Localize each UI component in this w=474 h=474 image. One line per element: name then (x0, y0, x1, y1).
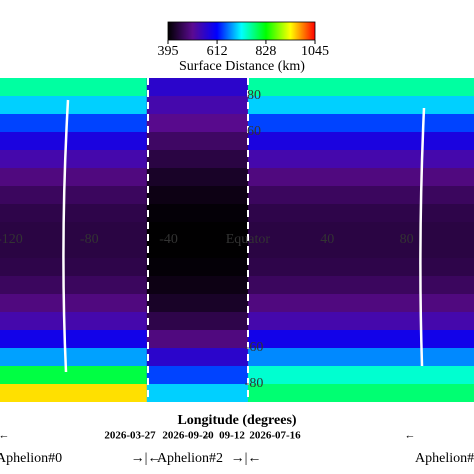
ground-track (419, 107, 426, 367)
heat-cell (0, 132, 148, 151)
heat-cell (247, 384, 474, 402)
annotation: →|← (231, 451, 262, 466)
heat-cell (0, 114, 148, 133)
x-tick-label: Equator (226, 232, 271, 247)
heat-cell (146, 276, 249, 295)
heat-cell (146, 114, 249, 133)
heat-cell (247, 330, 474, 349)
heat-cell (146, 330, 249, 349)
heat-cell (247, 240, 474, 259)
heat-cell (0, 150, 148, 169)
heat-cell (0, 366, 148, 385)
colorbar-label: Surface Distance (km) (179, 59, 305, 74)
heat-cell (0, 294, 148, 313)
heat-cell (247, 132, 474, 151)
x-tick-label: -120 (0, 232, 23, 247)
annotation: Aphelion#1 (415, 451, 474, 466)
x-tick-label: 80 (400, 232, 414, 247)
heat-cell (247, 78, 474, 97)
heat-cell (0, 96, 148, 115)
annotation: ← (202, 430, 213, 442)
heat-cell (146, 132, 249, 151)
heat-cell (247, 258, 474, 277)
heat-cell (0, 168, 148, 187)
colorbar-tick-label: 1045 (301, 44, 329, 59)
heat-cell (146, 96, 249, 115)
annotation: Aphelion#0 (0, 451, 62, 466)
heat-cell (247, 204, 474, 223)
annotation: 2026-07-16 (249, 430, 301, 442)
heat-cell (0, 276, 148, 295)
heat-cell (0, 330, 148, 349)
heat-cell (0, 312, 148, 331)
heat-cell (146, 348, 249, 367)
colorbar-tick-label: 395 (158, 44, 179, 59)
heat-cell (146, 294, 249, 313)
heat-cell (0, 204, 148, 223)
heat-cell (0, 186, 148, 205)
heat-cell (0, 348, 148, 367)
heat-cell (247, 276, 474, 295)
colorbar-tick-label: 828 (255, 44, 276, 59)
heat-cell (146, 222, 249, 241)
heat-cell (146, 240, 249, 259)
heat-cell (247, 222, 474, 241)
heat-cell (146, 204, 249, 223)
heat-cell (0, 384, 148, 402)
annotation: →|← (131, 451, 162, 466)
annotation: ← (0, 430, 10, 442)
y-tick-label: -60 (245, 340, 264, 355)
colorbar (167, 21, 316, 41)
ground-track (62, 99, 70, 373)
x-tick-label: -40 (159, 232, 178, 247)
x-tick-label: 40 (320, 232, 334, 247)
annotation: 2026-09-20 (162, 430, 214, 442)
annotation: Aphelion#2 (157, 451, 223, 466)
heat-cell (146, 312, 249, 331)
y-tick-label: 80 (247, 88, 261, 103)
heat-cell (0, 240, 148, 259)
heat-cell (247, 186, 474, 205)
heat-cell (146, 366, 249, 385)
x-axis-label: Longitude (degrees) (177, 413, 296, 428)
heat-cell (146, 384, 249, 402)
colorbar-tick-label: 612 (207, 44, 228, 59)
heat-cell (0, 222, 148, 241)
heat-cell (247, 366, 474, 385)
heat-cell (146, 150, 249, 169)
heat-cell (247, 294, 474, 313)
heat-cell (0, 258, 148, 277)
heat-cell (247, 168, 474, 187)
heat-cell (247, 114, 474, 133)
annotation: 2026-03-27 (104, 430, 156, 442)
heat-cell (247, 96, 474, 115)
heat-cell (247, 348, 474, 367)
heat-cell (146, 186, 249, 205)
heat-cell (146, 78, 249, 97)
annotation: ← (405, 430, 416, 442)
heat-cell (146, 258, 249, 277)
annotation: 09-12 (219, 430, 245, 442)
heat-cell (247, 312, 474, 331)
heat-cell (146, 168, 249, 187)
heat-cell (247, 150, 474, 169)
heat-cell (0, 78, 148, 97)
x-tick-label: -80 (80, 232, 99, 247)
y-tick-label: 60 (247, 124, 261, 139)
y-tick-label: -80 (245, 376, 264, 391)
